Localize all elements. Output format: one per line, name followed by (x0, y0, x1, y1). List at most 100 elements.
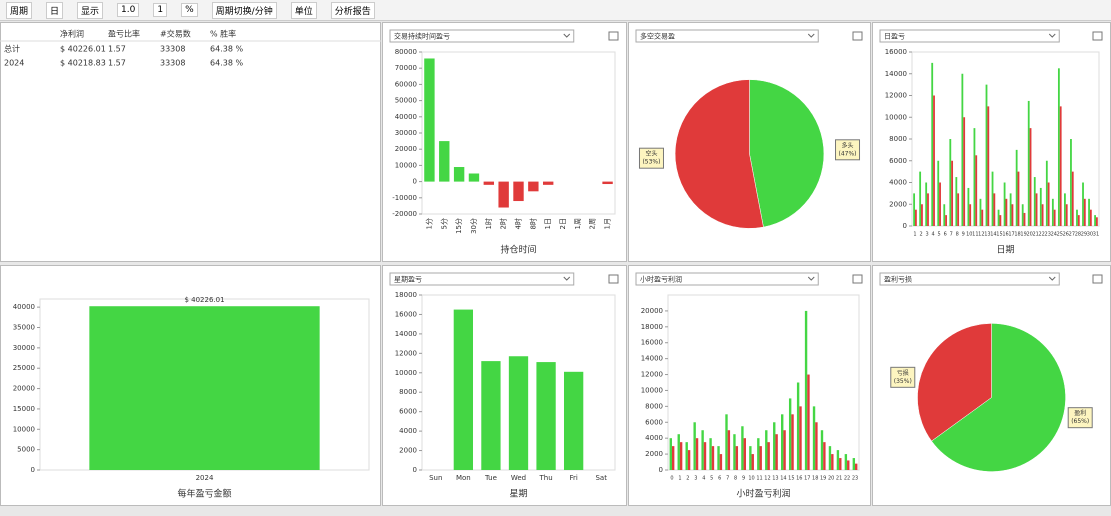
y-tick-label: 80000 (395, 48, 417, 56)
bar (483, 181, 495, 185)
x-tick-label: 1 (678, 476, 681, 482)
x-tick-label: 11 (972, 232, 978, 238)
toolbar-item[interactable]: % (181, 3, 198, 17)
bar (973, 128, 976, 226)
x-tick-label: Mon (456, 474, 471, 482)
dropdown[interactable] (389, 272, 575, 286)
y-tick-label: 14000 (395, 330, 417, 338)
y-tick-label: 8000 (399, 388, 417, 396)
bar (701, 430, 704, 470)
bar (919, 171, 922, 226)
expand-button[interactable] (852, 31, 863, 41)
toolbar-item[interactable]: 分析报告 (330, 1, 375, 19)
bar (1053, 209, 1056, 226)
x-tick-label: 1分 (424, 218, 433, 229)
bar (1065, 204, 1068, 226)
y-tick-label: 70000 (395, 64, 417, 72)
bar (759, 446, 762, 470)
bar (685, 442, 688, 470)
y-tick-label: 0 (31, 466, 35, 474)
table-cell: $ 40226.01 (60, 45, 106, 54)
bar (961, 73, 964, 226)
toolbar-item[interactable]: 日 (46, 1, 64, 19)
x-tick-label: 18 (1014, 232, 1020, 238)
bar (703, 442, 707, 470)
x-tick-label: Thu (538, 474, 552, 482)
bar (987, 106, 990, 226)
x-tick-label: 23 (1045, 232, 1051, 238)
chart-title: 日盈亏 (884, 33, 905, 41)
bar (765, 430, 768, 470)
bar (767, 442, 770, 470)
toolbar-item[interactable]: 周期 (6, 1, 33, 19)
bar (528, 181, 539, 192)
bar (1003, 182, 1006, 226)
expand-button[interactable] (1092, 31, 1103, 41)
pie-slice (917, 323, 992, 442)
y-tick-label: 16000 (641, 339, 663, 347)
y-tick-label: 18000 (395, 291, 417, 299)
toolbar-item[interactable]: 单位 (290, 1, 317, 19)
x-tick-label: 1时 (484, 218, 493, 229)
y-tick-label: 4000 (399, 427, 417, 435)
dropdown-arrow (563, 276, 571, 281)
dropdown[interactable] (879, 272, 1060, 286)
y-tick-label: 14000 (641, 355, 663, 363)
y-tick-label: 4000 (645, 434, 663, 442)
bar (1047, 182, 1050, 226)
toolbar-item[interactable]: 周期切换/分钟 (211, 1, 277, 19)
bar (927, 193, 929, 226)
bar (1005, 198, 1008, 226)
x-tick-label: 31 (1093, 232, 1099, 238)
x-tick-label: 15 (996, 232, 1002, 238)
x-tick-label: 30 (1087, 232, 1093, 238)
x-tick-label: 20 (828, 476, 834, 482)
bar (993, 193, 996, 226)
toolbar-item[interactable]: 1 (153, 3, 168, 17)
toolbar-item[interactable]: 显示 (77, 1, 104, 19)
y-tick-label: 6000 (645, 418, 663, 426)
x-tick-label: 6 (718, 476, 721, 482)
dropdown[interactable] (635, 272, 819, 286)
y-tick-label: 5000 (17, 446, 35, 454)
bar (1041, 204, 1044, 226)
table-header: 盈亏比率 (108, 29, 140, 39)
x-tick-label: 24 (1051, 232, 1057, 238)
bar (955, 177, 958, 226)
bar (1009, 193, 1012, 226)
dropdown-arrow (563, 33, 571, 38)
x-tick-label: 2周 (589, 218, 597, 229)
bar (852, 458, 856, 470)
dropdown[interactable] (635, 29, 819, 43)
pie-slice (749, 79, 825, 228)
pie-label: 多头 (842, 141, 854, 149)
bar (693, 422, 696, 470)
y-tick-label: 18000 (641, 323, 663, 331)
pie-label: 空头 (645, 150, 657, 158)
bar (1023, 212, 1026, 226)
y-tick-label: 2000 (399, 447, 417, 455)
dropdown[interactable] (389, 29, 575, 43)
bar (536, 362, 556, 470)
bar (563, 371, 584, 470)
x-tick-label: 22 (1039, 232, 1045, 238)
pie-value-label: (47%) (839, 150, 857, 157)
y-tick-label: 10000 (885, 113, 907, 121)
bar (602, 181, 613, 185)
expand-button[interactable] (608, 274, 619, 284)
panel (0, 22, 381, 262)
toolbar-item[interactable]: 1.0 (117, 3, 140, 17)
expand-button[interactable] (852, 274, 863, 284)
expand-button[interactable] (1092, 274, 1103, 284)
x-tick-label: 3 (694, 476, 697, 482)
y-tick-label: 10000 (641, 386, 663, 394)
table-cell: 33308 (160, 59, 185, 68)
x-tick-label: 10 (748, 476, 754, 482)
bar (749, 446, 752, 470)
x-tick-label: 2 (686, 476, 689, 482)
expand-button[interactable] (608, 31, 619, 41)
bar (1082, 182, 1084, 226)
y-tick-label: 0 (903, 222, 907, 230)
dropdown[interactable] (879, 29, 1060, 43)
